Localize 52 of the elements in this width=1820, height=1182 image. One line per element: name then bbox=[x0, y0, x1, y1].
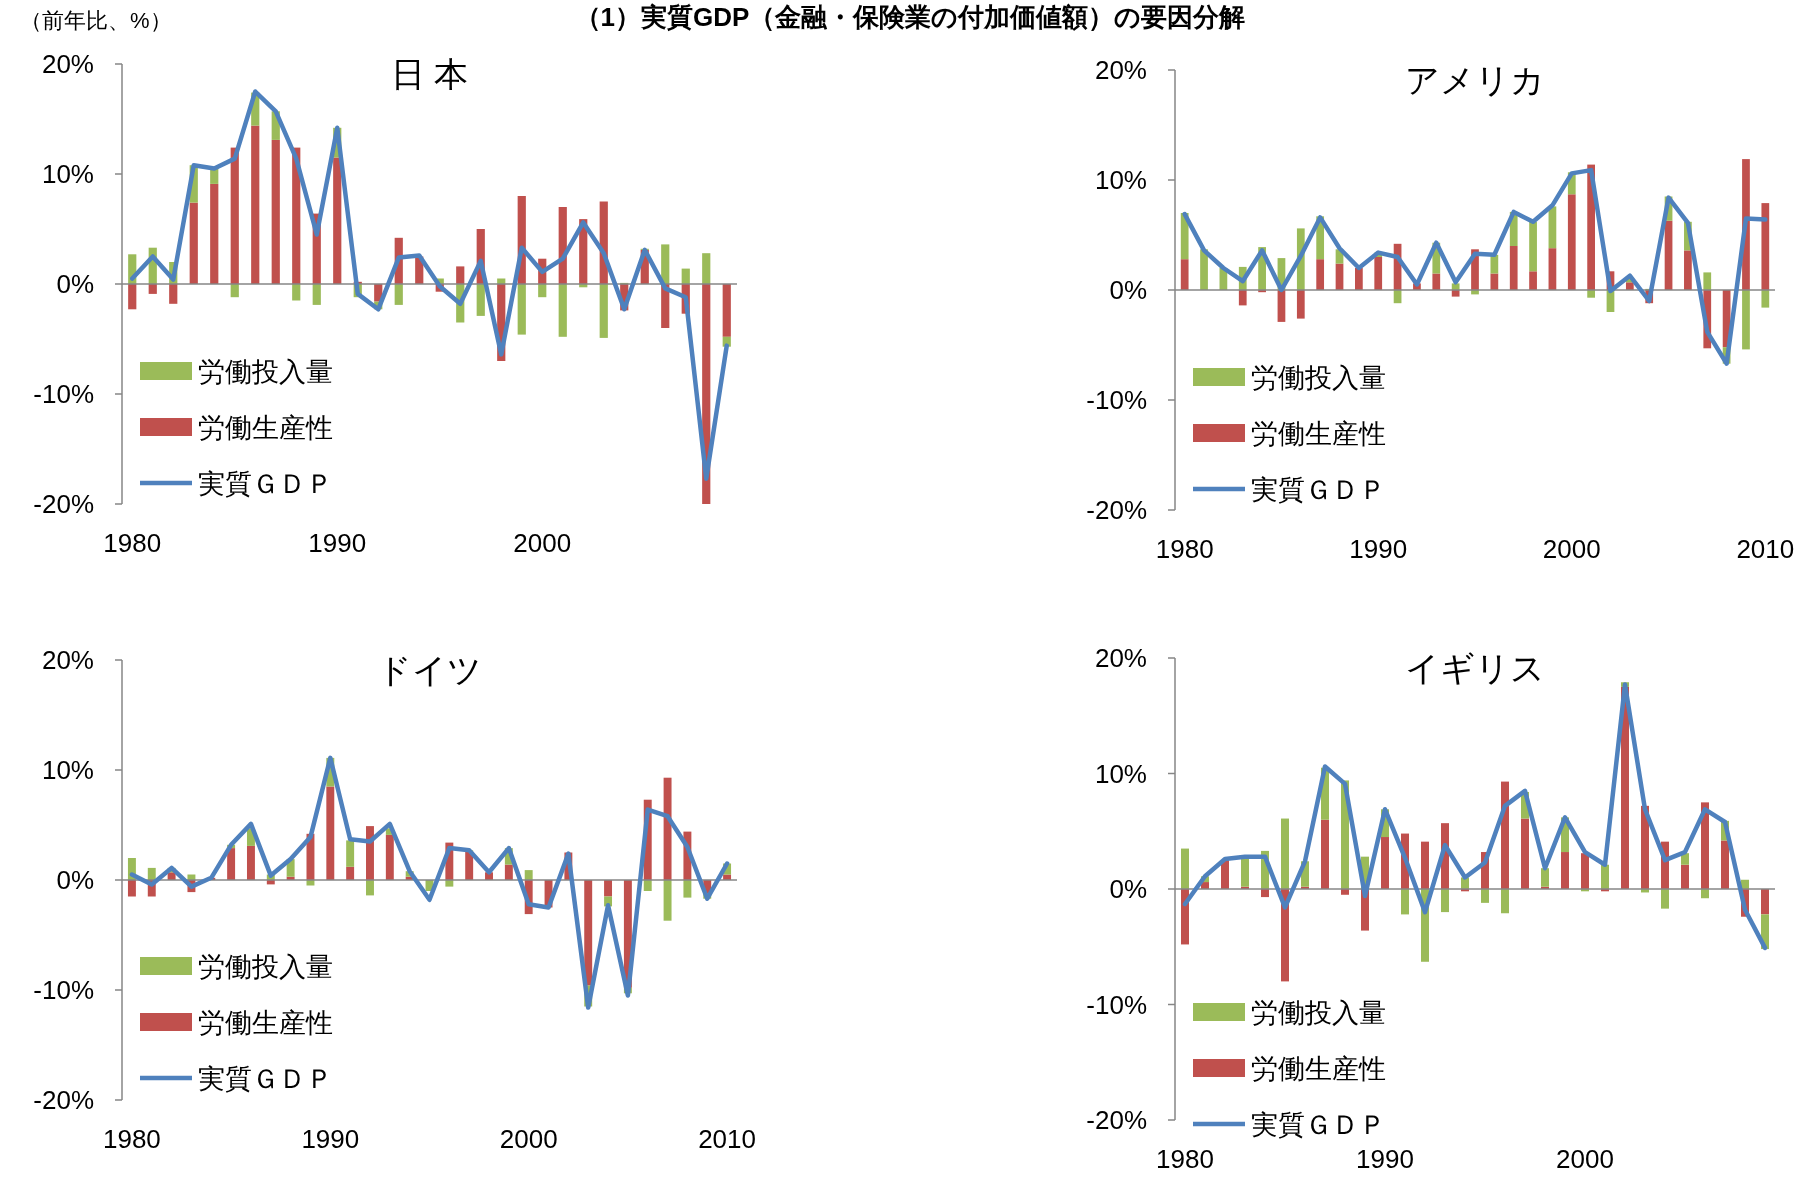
y-tick-label: -10% bbox=[33, 379, 94, 409]
chart-title: イギリス bbox=[1405, 649, 1545, 687]
y-tick-label: -20% bbox=[33, 1085, 94, 1115]
x-tick-label: 1990 bbox=[1349, 534, 1408, 564]
chart-title: 日 本 bbox=[390, 55, 469, 93]
x-tick-label: 1990 bbox=[1356, 1144, 1414, 1174]
text: （1）実質GDP（金融・保険業の付加価値額）の要因分解 bbox=[574, 2, 1246, 32]
legend-label: 実質ＧＤＰ bbox=[198, 469, 333, 499]
y-tick-label: 0% bbox=[56, 865, 94, 895]
x-tick-label: 2000 bbox=[1542, 534, 1601, 564]
x-tick-label: 1980 bbox=[1155, 534, 1214, 564]
y-tick-label: 10% bbox=[1094, 758, 1147, 789]
legend-label: 労働投入量 bbox=[1251, 998, 1386, 1028]
x-tick-label: 1980 bbox=[103, 528, 162, 558]
x-tick-label: 2010 bbox=[698, 1124, 756, 1154]
y-tick-label: -20% bbox=[33, 489, 94, 519]
x-tick-label: 2000 bbox=[499, 1124, 558, 1154]
y-tick-label: 20% bbox=[1094, 55, 1147, 85]
x-tick-label: 1980 bbox=[103, 1124, 161, 1154]
chart-title: ドイツ bbox=[377, 651, 482, 689]
legend-label: 実質ＧＤＰ bbox=[198, 1064, 333, 1094]
legend-label: 労働投入量 bbox=[1251, 363, 1386, 393]
y-tick-label: 0% bbox=[56, 269, 94, 299]
x-tick-label: 2010 bbox=[1736, 534, 1795, 564]
chart-title: アメリカ bbox=[1405, 61, 1545, 99]
y-tick-label: 10% bbox=[1094, 165, 1147, 195]
y-tick-label: -10% bbox=[33, 975, 94, 1005]
legend-label: 実質ＧＤＰ bbox=[1251, 1110, 1386, 1140]
y-tick-label: -10% bbox=[1086, 989, 1147, 1020]
legend-label: 労働生産性 bbox=[1251, 1054, 1386, 1084]
x-tick-label: 1990 bbox=[301, 1124, 360, 1154]
x-tick-label: 1990 bbox=[308, 528, 367, 558]
x-tick-label: 1980 bbox=[1156, 1144, 1214, 1174]
x-tick-label: 2000 bbox=[513, 528, 572, 558]
y-tick-label: 20% bbox=[41, 645, 94, 675]
legend-label: 労働生産性 bbox=[198, 413, 333, 443]
y-tick-label: 0% bbox=[1109, 275, 1147, 305]
legend-label: 労働生産性 bbox=[198, 1008, 333, 1038]
y-tick-label: 0% bbox=[1109, 874, 1147, 904]
legend-label: 労働生産性 bbox=[1251, 419, 1386, 449]
legend-label: 労働投入量 bbox=[198, 357, 333, 387]
legend-label: 実質ＧＤＰ bbox=[1251, 475, 1386, 505]
y-tick-label: -10% bbox=[1086, 385, 1147, 415]
x-tick-label: 2000 bbox=[1556, 1144, 1614, 1174]
text: （前年比、%） bbox=[20, 8, 172, 33]
y-tick-label: -20% bbox=[1086, 495, 1147, 525]
y-tick-label: 10% bbox=[41, 159, 94, 189]
y-tick-label: -20% bbox=[1086, 1105, 1147, 1135]
y-tick-label: 10% bbox=[41, 755, 94, 785]
legend-label: 労働投入量 bbox=[198, 952, 333, 982]
y-tick-label: 20% bbox=[1094, 643, 1147, 673]
y-tick-label: 20% bbox=[41, 49, 94, 79]
